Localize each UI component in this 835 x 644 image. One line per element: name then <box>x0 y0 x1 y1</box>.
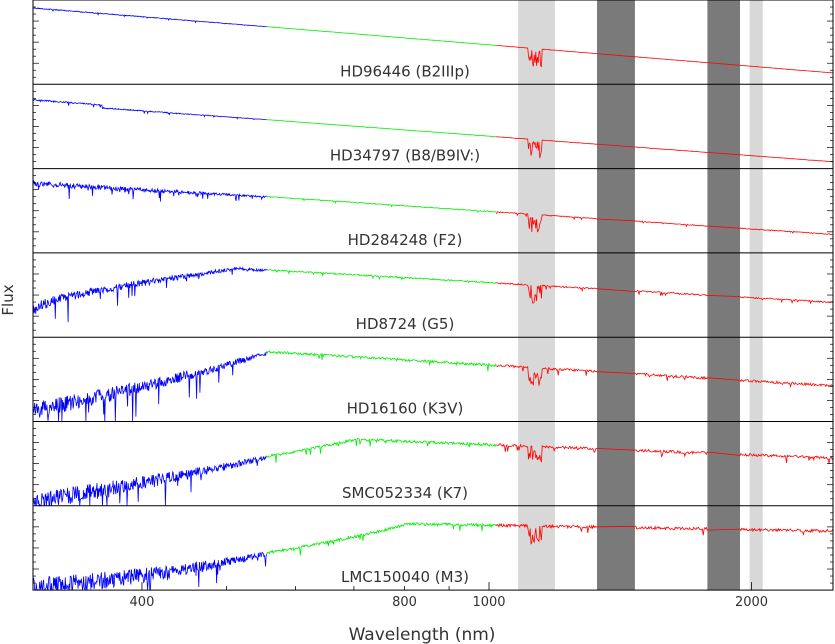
series-label: HD96446 (B2IIIp) <box>340 62 470 80</box>
spectrum-nir-4 <box>496 282 834 305</box>
band-light <box>749 0 763 591</box>
series-label: HD284248 (F2) <box>348 231 463 249</box>
spectrum-uvb-4 <box>32 266 268 323</box>
x-tick-label: 2000 <box>735 595 768 610</box>
spectrum-nir-1 <box>496 45 834 74</box>
band-dark <box>707 0 740 591</box>
spectrum-vis-4 <box>266 269 497 284</box>
spectrum-vis-7 <box>266 521 497 556</box>
series-label: HD8724 (G5) <box>356 315 455 333</box>
spectrum-vis-1 <box>266 26 497 46</box>
spectrum-vis-2 <box>266 119 497 138</box>
series-label: SMC052334 (K7) <box>342 484 468 502</box>
spectrum-nir-3 <box>496 211 833 236</box>
spectrum-nir-5 <box>496 364 834 388</box>
spectrum-vis-3 <box>266 195 497 213</box>
band-dark <box>597 0 635 591</box>
x-axis-label: Wavelength (nm) <box>349 625 496 644</box>
x-tick-label: 1000 <box>472 595 505 610</box>
series-label: HD16160 (K3V) <box>347 400 464 418</box>
spectrum-vis-6 <box>266 438 497 463</box>
spectrum-nir-7 <box>496 522 834 545</box>
spectrum-uvb-7 <box>32 551 268 591</box>
series-label: LMC150040 (M3) <box>341 568 469 586</box>
band-light <box>518 0 555 591</box>
spectrum-vis-5 <box>266 350 497 372</box>
telluric-bands <box>518 0 763 591</box>
spectrum-uvb-1 <box>33 7 267 28</box>
spectrum-nir-6 <box>496 443 834 464</box>
series-label: HD34797 (B8/B9IV:) <box>330 147 480 165</box>
spectrum-nir-2 <box>496 136 834 163</box>
spectrum-uvb-6 <box>32 455 267 507</box>
spectra-series <box>32 7 834 591</box>
spectrum-uvb-5 <box>32 351 268 422</box>
x-tick-label: 400 <box>130 595 155 610</box>
panel-frames <box>32 0 834 591</box>
x-axis: 400 800 1000 2000 <box>32 582 768 610</box>
spectrum-uvb-3 <box>32 180 267 202</box>
series-labels: HD96446 (B2IIIp) HD34797 (B8/B9IV:) HD2842… <box>330 62 480 586</box>
x-tick-label: 800 <box>392 595 417 610</box>
y-axis-label: Flux <box>0 284 17 315</box>
spectrum-uvb-2 <box>32 99 267 121</box>
